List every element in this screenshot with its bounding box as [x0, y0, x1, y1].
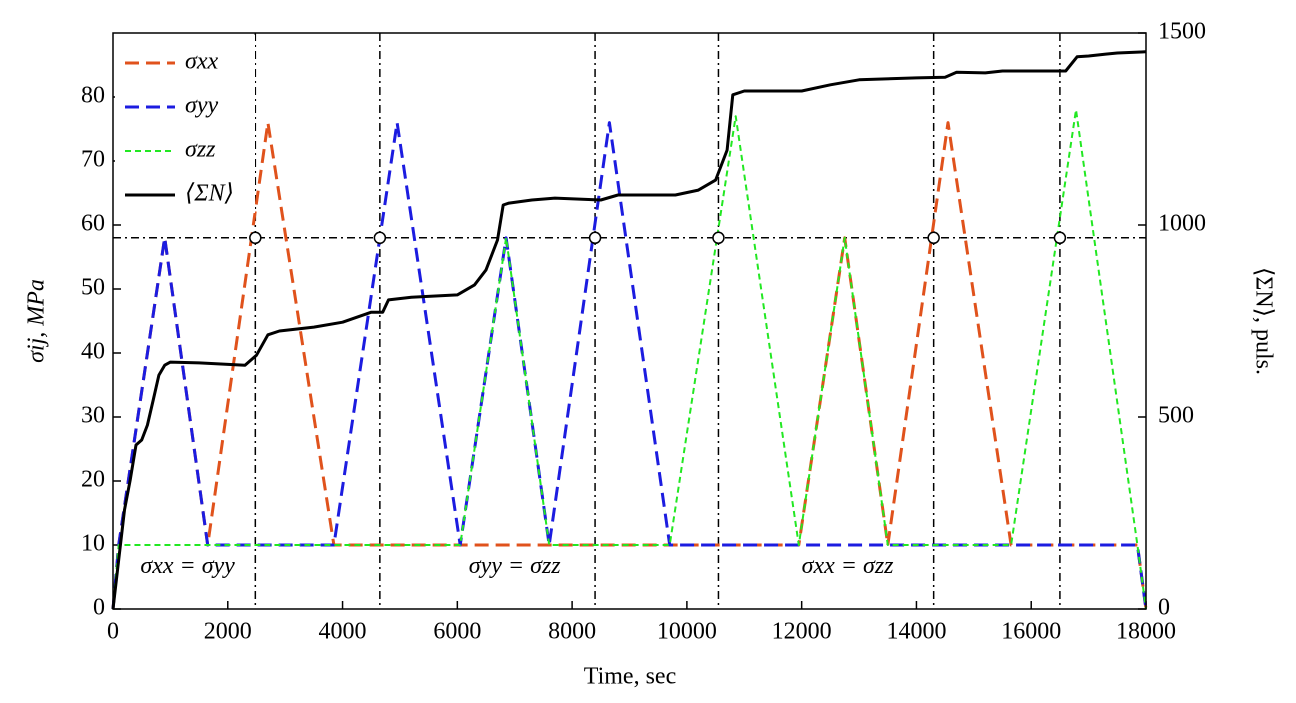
- y-axis-label: σij, MPa: [24, 279, 50, 363]
- x-axis-label: Time, sec: [584, 664, 676, 690]
- intersection-marker: [249, 231, 262, 245]
- series-line: [111, 50, 1147, 610]
- intersection-marker: [712, 231, 725, 245]
- x-tick-label: 14000: [886, 619, 946, 645]
- x-tick-label: 10000: [657, 619, 717, 645]
- series-line: [112, 108, 1147, 610]
- y-tick-label: 10: [81, 531, 105, 557]
- x-tick-label: 16000: [1001, 619, 1061, 645]
- intersection-marker: [927, 231, 940, 245]
- y2-tick-label: 500: [1158, 403, 1194, 429]
- x-tick-label: 6000: [433, 619, 481, 645]
- x-tick-label: 2000: [204, 619, 252, 645]
- annotation: σxx = σyy: [140, 553, 235, 579]
- x-tick-label: 4000: [319, 619, 367, 645]
- y-tick-label: 30: [81, 403, 105, 429]
- annotation: σyy = σzz: [469, 553, 562, 579]
- x-tick-label: 12000: [772, 619, 832, 645]
- annotation: σxx = σzz: [802, 553, 895, 579]
- y-tick-label: 40: [81, 339, 105, 365]
- y-tick-label: 70: [81, 147, 105, 173]
- plot-frame: [112, 32, 1147, 610]
- y-tick-label: 80: [81, 83, 105, 109]
- x-tick-label: 18000: [1116, 619, 1176, 645]
- legend-label: σxx: [185, 49, 218, 75]
- x-tick-label: 0: [107, 619, 119, 645]
- y2-tick-label: 0: [1158, 595, 1170, 621]
- intersection-marker: [373, 231, 387, 245]
- y-tick-label: 20: [81, 467, 105, 493]
- y2-tick-label: 1000: [1158, 211, 1206, 237]
- intersection-marker: [1053, 231, 1067, 245]
- y-tick-label: 0: [93, 595, 105, 621]
- legend-label: σzz: [185, 137, 216, 163]
- y2-tick-label: 1500: [1158, 19, 1206, 45]
- legend-label: σyy: [185, 93, 218, 119]
- y2-axis-label: ⟨ΣN⟩, puls.: [1250, 267, 1276, 375]
- legend-box: [115, 35, 255, 213]
- y-tick-label: 60: [81, 211, 105, 237]
- intersection-marker: [588, 231, 602, 245]
- legend-label: ⟨ΣN⟩: [185, 181, 234, 207]
- y-tick-label: 50: [81, 275, 105, 301]
- x-tick-label: 8000: [548, 619, 596, 645]
